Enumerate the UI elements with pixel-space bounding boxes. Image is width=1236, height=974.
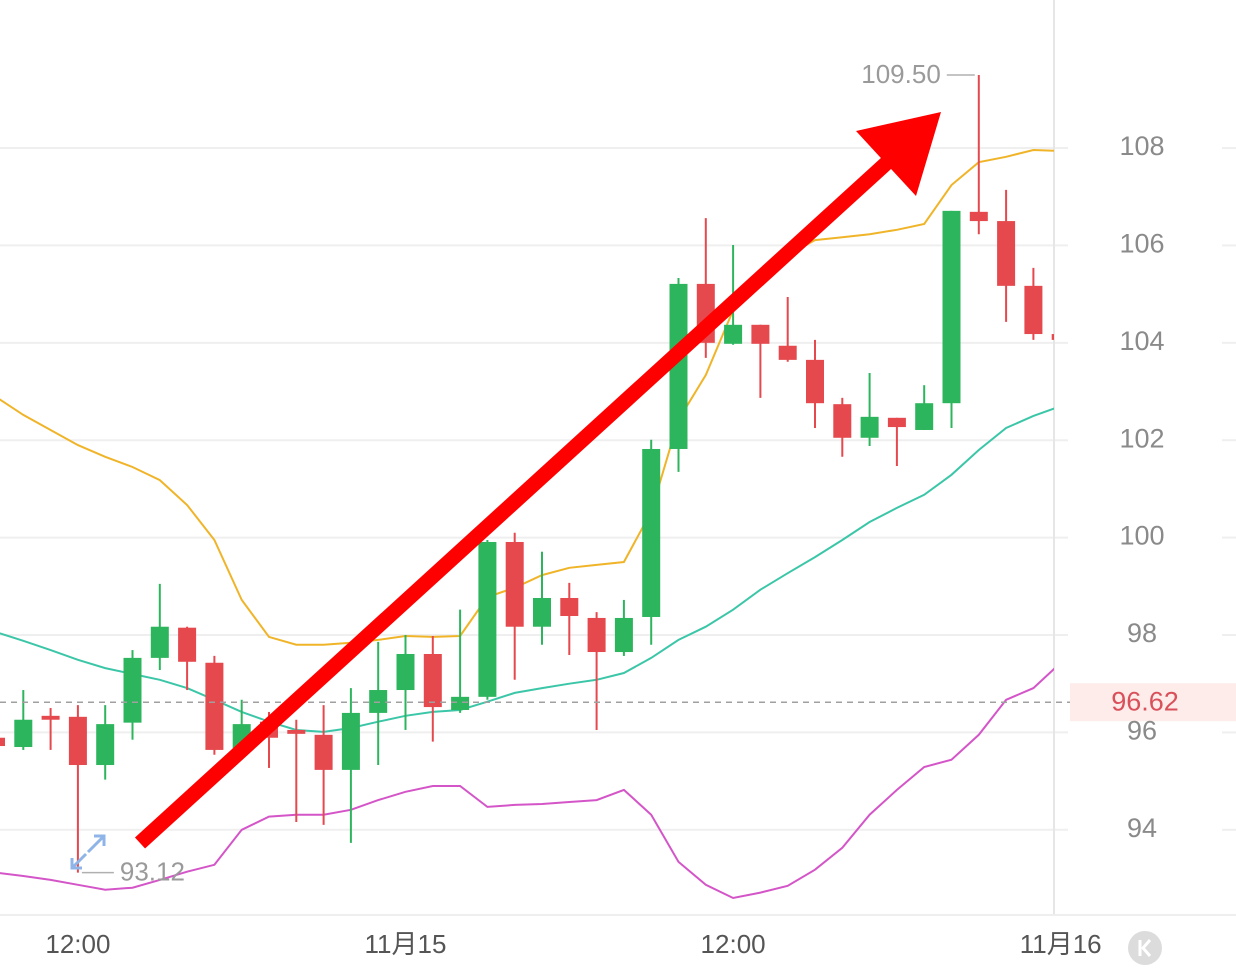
candle-body bbox=[14, 719, 33, 747]
y-tick-label: 108 bbox=[1119, 131, 1164, 161]
y-tick-label: 104 bbox=[1119, 326, 1164, 356]
y-tick-label: 102 bbox=[1119, 423, 1164, 453]
overlay: 96.62 109.50 93.12 bbox=[0, 59, 1236, 887]
candle-body bbox=[205, 662, 224, 750]
expand-icon[interactable] bbox=[70, 834, 106, 870]
candle-body bbox=[806, 359, 824, 404]
candle-body bbox=[314, 734, 333, 770]
candle-body bbox=[833, 404, 852, 438]
y-tick-label: 106 bbox=[1119, 229, 1164, 259]
x-tick-label: 11月15 bbox=[365, 929, 447, 959]
candle-body bbox=[614, 617, 633, 653]
last-price-box bbox=[1070, 683, 1236, 722]
candle-body bbox=[1024, 285, 1043, 335]
candle-body bbox=[505, 541, 524, 627]
candle-body bbox=[724, 324, 743, 344]
min-label: 93.12 bbox=[120, 857, 185, 887]
candle-body bbox=[96, 724, 115, 766]
x-tick-label: 12:00 bbox=[45, 929, 110, 959]
y-tick-label: 94 bbox=[1127, 813, 1157, 843]
x-tick-label: 12:00 bbox=[701, 929, 766, 959]
indicator-line bbox=[0, 148, 1054, 646]
candle-body bbox=[68, 716, 87, 766]
max-label: 109.50 bbox=[861, 59, 941, 89]
candle-body bbox=[778, 345, 797, 360]
candle-body bbox=[123, 657, 142, 723]
candle-body bbox=[587, 617, 606, 653]
indicator-lines bbox=[0, 148, 1054, 900]
candle-body bbox=[423, 653, 442, 708]
candle-body bbox=[860, 416, 879, 438]
candle-body bbox=[178, 627, 197, 662]
trend-arrow bbox=[134, 112, 941, 849]
candle-body bbox=[478, 541, 497, 697]
candle-body bbox=[41, 715, 60, 720]
candle-body bbox=[997, 221, 1016, 286]
candle-body bbox=[669, 283, 688, 449]
candle-body bbox=[287, 729, 306, 734]
candle-body bbox=[887, 417, 906, 428]
candle-body bbox=[969, 211, 988, 222]
candle-body bbox=[451, 696, 470, 710]
candle-body bbox=[341, 712, 360, 770]
y-tick-label: 98 bbox=[1127, 618, 1157, 648]
candle-body bbox=[1051, 334, 1054, 340]
y-tick-label: 100 bbox=[1119, 521, 1164, 551]
candle-body bbox=[150, 626, 169, 658]
candle-body bbox=[751, 324, 770, 344]
candle-body bbox=[915, 403, 934, 430]
candle-body bbox=[533, 597, 551, 627]
candle-body bbox=[396, 653, 415, 691]
arrow-shaft bbox=[134, 152, 898, 849]
candle-body bbox=[560, 597, 579, 617]
indicator-line bbox=[0, 667, 1054, 900]
candles bbox=[0, 74, 1054, 873]
indicator-line bbox=[0, 407, 1054, 733]
candle-body bbox=[642, 448, 661, 617]
candle-body bbox=[0, 737, 5, 747]
x-tick-label: 11月16 bbox=[1020, 929, 1102, 959]
kline-button[interactable] bbox=[1128, 931, 1162, 965]
candle-body bbox=[942, 210, 961, 404]
arrow-head bbox=[856, 112, 941, 196]
y-tick-label: 96 bbox=[1127, 716, 1157, 746]
last-price-label: 96.62 bbox=[1111, 686, 1179, 716]
